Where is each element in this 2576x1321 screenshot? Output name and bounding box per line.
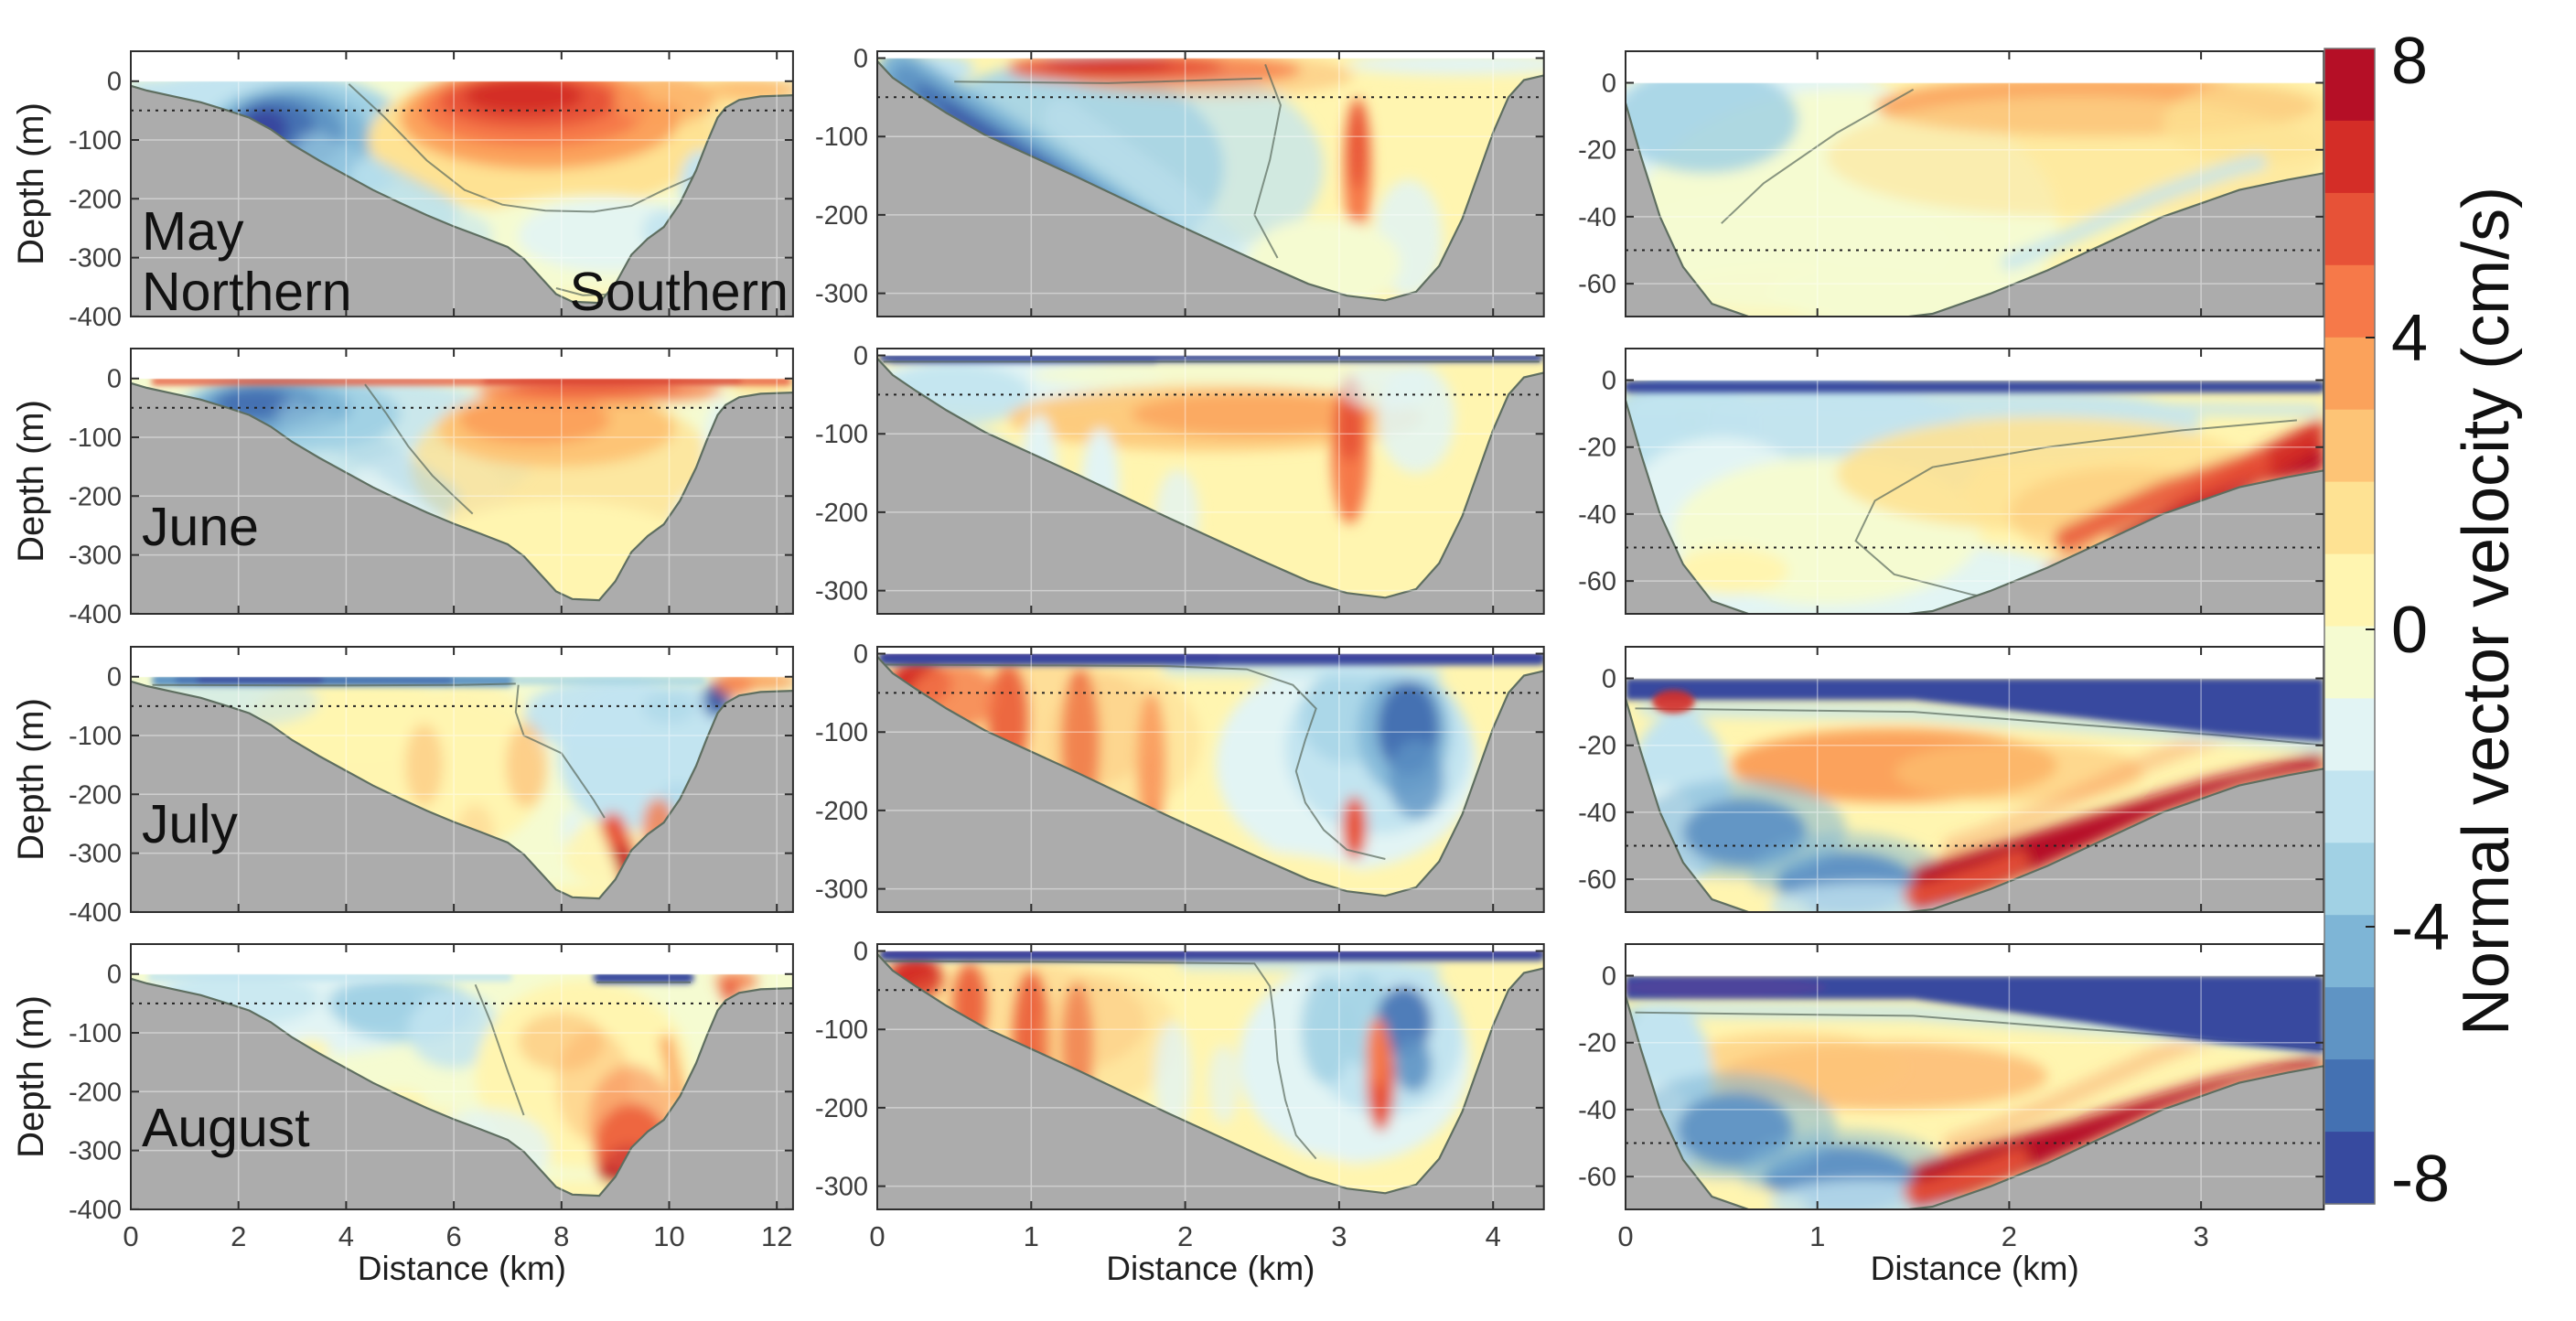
svg-text:Depth (m): Depth (m) [11,400,51,563]
svg-text:-100: -100 [69,722,122,751]
svg-text:Southern: Southern [570,262,789,322]
svg-text:-400: -400 [69,303,122,332]
svg-text:0: 0 [1602,70,1616,99]
svg-text:-200: -200 [69,780,122,810]
svg-text:0: 0 [1617,1220,1633,1252]
svg-text:0: 0 [123,1220,138,1252]
svg-text:-40: -40 [1578,799,1616,828]
svg-text:-300: -300 [69,542,122,571]
svg-text:-400: -400 [69,898,122,928]
svg-text:-20: -20 [1578,136,1616,166]
svg-text:-4: -4 [2391,891,2450,964]
svg-text:0: 0 [107,961,122,990]
svg-text:-100: -100 [69,126,122,156]
svg-text:0: 0 [853,342,868,371]
svg-text:2: 2 [1177,1220,1193,1252]
svg-text:10: 10 [653,1220,684,1252]
svg-text:-60: -60 [1578,567,1616,596]
svg-text:1: 1 [1809,1220,1825,1252]
svg-text:-200: -200 [69,482,122,511]
svg-text:Distance (km): Distance (km) [358,1250,566,1287]
svg-text:4: 4 [1486,1220,1501,1252]
svg-text:0: 0 [1602,367,1616,396]
svg-text:Distance (km): Distance (km) [1871,1250,2079,1287]
svg-text:-400: -400 [69,1196,122,1225]
svg-text:0: 0 [853,45,868,74]
svg-text:July: July [142,794,238,854]
svg-text:-300: -300 [69,840,122,869]
svg-text:-60: -60 [1578,1163,1616,1192]
svg-text:-40: -40 [1578,1096,1616,1125]
svg-text:-300: -300 [815,280,868,309]
svg-text:3: 3 [1331,1220,1347,1252]
svg-text:-200: -200 [815,499,868,528]
svg-text:-300: -300 [69,244,122,274]
svg-text:4: 4 [2391,302,2428,375]
svg-text:0: 0 [107,68,122,97]
svg-text:12: 12 [761,1220,792,1252]
svg-text:-60: -60 [1578,270,1616,299]
svg-text:-40: -40 [1578,500,1616,530]
svg-text:6: 6 [445,1220,461,1252]
svg-text:-200: -200 [69,1078,122,1107]
svg-text:June: June [142,497,259,557]
svg-text:-300: -300 [815,577,868,607]
svg-text:-40: -40 [1578,203,1616,232]
svg-text:2: 2 [2002,1220,2017,1252]
svg-text:Normal vector velocity (cm/s): Normal vector velocity (cm/s) [2450,187,2523,1036]
svg-text:0: 0 [1602,962,1616,992]
svg-text:0: 0 [853,938,868,967]
svg-text:-100: -100 [815,1015,868,1045]
svg-text:Depth (m): Depth (m) [11,995,51,1158]
svg-text:August: August [142,1098,310,1158]
svg-text:3: 3 [2193,1220,2208,1252]
svg-text:-400: -400 [69,600,122,629]
svg-text:-20: -20 [1578,732,1616,761]
svg-text:0: 0 [869,1220,885,1252]
svg-text:Depth (m): Depth (m) [11,102,51,265]
svg-text:-60: -60 [1578,865,1616,895]
svg-text:May: May [142,201,244,262]
svg-text:1: 1 [1024,1220,1039,1252]
svg-text:-200: -200 [815,201,868,231]
svg-text:-20: -20 [1578,434,1616,463]
svg-text:-100: -100 [815,123,868,152]
svg-text:-20: -20 [1578,1029,1616,1058]
svg-text:-200: -200 [69,185,122,214]
svg-text:4: 4 [338,1220,354,1252]
svg-text:-100: -100 [69,1019,122,1048]
svg-text:0: 0 [2391,594,2428,667]
svg-text:8: 8 [2391,25,2428,98]
svg-text:0: 0 [853,640,868,670]
svg-text:2: 2 [231,1220,246,1252]
svg-text:0: 0 [1602,665,1616,694]
svg-text:8: 8 [553,1220,569,1252]
svg-text:-300: -300 [815,1173,868,1202]
svg-text:-8: -8 [2391,1143,2450,1216]
svg-text:-200: -200 [815,1094,868,1123]
svg-text:Distance (km): Distance (km) [1106,1250,1315,1287]
svg-text:0: 0 [107,663,122,693]
svg-text:-100: -100 [69,424,122,453]
svg-text:-100: -100 [815,420,868,449]
svg-text:Depth (m): Depth (m) [11,698,51,861]
svg-text:Northern: Northern [142,262,352,322]
svg-text:-200: -200 [815,797,868,826]
svg-text:0: 0 [107,365,122,394]
svg-text:-300: -300 [815,875,868,905]
svg-text:-100: -100 [815,718,868,747]
svg-text:-300: -300 [69,1137,122,1166]
